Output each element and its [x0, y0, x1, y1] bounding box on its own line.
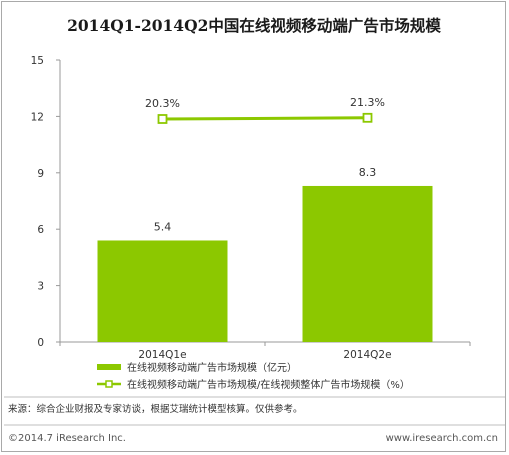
legend-bar-swatch: [97, 364, 121, 370]
website-text: www.iresearch.com.cn: [386, 433, 498, 444]
y-tick-label: 6: [37, 224, 44, 236]
x-tick-label: 2014Q1e: [138, 349, 186, 361]
x-tick-label: 2014Q2e: [343, 349, 391, 361]
x-axis: 2014Q1e 2014Q2e: [59, 341, 471, 361]
line-path: [162, 116, 368, 121]
copyright-text: ©2014.7 iResearch Inc.: [8, 433, 126, 444]
legend-bar-label: 在线视频移动端广告市场规模（亿元）: [127, 361, 297, 374]
line-point: [362, 112, 373, 123]
y-tick-label: 15: [31, 55, 44, 67]
line-data-label: 20.3%: [145, 97, 180, 110]
bar: [302, 185, 433, 342]
chart-title: 2014Q1-2014Q2中国在线视频移动端广告市场规模: [67, 16, 441, 35]
source-note: 来源：综合企业财报及专家访谈，根据艾瑞统计模型核算。仅供参考。: [8, 403, 303, 415]
bar-series: 5.4 8.3: [97, 166, 433, 342]
line-data-label: 21.3%: [350, 96, 385, 109]
y-tick-label: 9: [37, 168, 44, 180]
bar: [97, 240, 228, 342]
y-tick-label: 12: [31, 111, 44, 123]
y-axis: 0 3 6 9 12 15: [31, 55, 61, 349]
legend: 在线视频移动端广告市场规模（亿元） 在线视频移动端广告市场规模/在线视频整体广告市…: [97, 361, 410, 391]
bar-data-label: 8.3: [359, 166, 377, 179]
legend-line-label: 在线视频移动端广告市场规模/在线视频整体广告市场规模（%）: [127, 378, 410, 391]
y-tick-label: 3: [37, 281, 44, 293]
bar-data-label: 5.4: [154, 220, 172, 233]
line-point: [157, 114, 168, 124]
legend-line-marker: [105, 380, 113, 388]
line-series: 20.3% 21.3%: [145, 96, 385, 124]
y-tick-label: 0: [37, 337, 44, 349]
